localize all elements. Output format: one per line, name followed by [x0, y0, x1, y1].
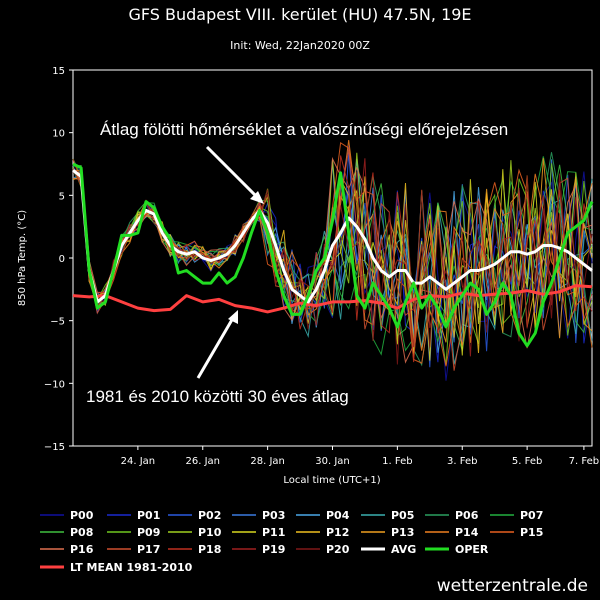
x-axis-label: Local time (UTC+1): [283, 475, 380, 486]
x-tick-label: 24. Jan: [121, 456, 156, 467]
x-axis: 24. Jan 26. Jan 28. Jan 30. Jan 1. Feb 3. Feb…: [121, 446, 599, 467]
legend-label: P02: [198, 509, 221, 522]
x-tick-label: 5. Feb: [512, 456, 542, 467]
legend-label: P13: [391, 526, 414, 539]
y-axis: 15 10 5 0 −5 −10 −15: [44, 66, 73, 453]
arrow-down-icon: [205, 145, 264, 204]
legend-label: P07: [520, 509, 543, 522]
legend-label: P05: [391, 509, 414, 522]
legend-label: P06: [455, 509, 479, 522]
series-line-avg: [72, 169, 593, 304]
legend: P00 P01 P02 P03 P04 P05 P06 P07 P08 P09 P10 P11 P12 P…: [40, 509, 543, 574]
legend-label: P17: [137, 543, 160, 556]
x-tick-label: 3. Feb: [447, 456, 477, 467]
y-tick-label: −5: [50, 317, 65, 328]
y-tick-label: 15: [52, 66, 65, 77]
arrow-up-icon: [196, 310, 238, 379]
legend-label: P20: [326, 543, 350, 556]
chart-subtitle: Init: Wed, 22Jan2020 00Z: [230, 39, 370, 52]
legend-label: P12: [326, 526, 349, 539]
legend-label: P08: [70, 526, 93, 539]
y-axis-label: 850 hPa Temp. (°C): [17, 210, 28, 306]
ensemble-line-p16: [72, 156, 593, 364]
x-tick-label: 28. Jan: [250, 456, 285, 467]
x-tick-label: 26. Jan: [186, 456, 221, 467]
legend-label: AVG: [391, 543, 416, 556]
legend-label: P03: [262, 509, 285, 522]
legend-label: P19: [262, 543, 285, 556]
legend-label: P09: [137, 526, 160, 539]
legend-label: P18: [198, 543, 221, 556]
legend-label: P11: [262, 526, 285, 539]
annotation-long-term-mean: 1981 és 2010 közötti 30 éves átlag: [86, 387, 349, 406]
chart-title: GFS Budapest VIII. kerület (HU) 47.5N, 1…: [128, 5, 472, 24]
series-line-oper: [72, 162, 594, 348]
legend-label: OPER: [455, 543, 489, 556]
legend-label: LT MEAN 1981-2010: [70, 561, 193, 574]
legend-label: P16: [70, 543, 94, 556]
legend-label: P04: [326, 509, 350, 522]
legend-label: P14: [455, 526, 479, 539]
legend-label: P01: [137, 509, 160, 522]
legend-label: P10: [198, 526, 222, 539]
x-tick-label: 30. Jan: [315, 456, 350, 467]
y-tick-label: 10: [52, 129, 65, 140]
x-tick-label: 7. Feb: [569, 456, 599, 467]
x-tick-label: 1. Feb: [382, 456, 412, 467]
main-lines: [72, 162, 594, 348]
y-tick-label: 0: [59, 254, 65, 265]
annotation-above-average: Átlag fölötti hőmérséklet a valószínűség…: [100, 120, 508, 139]
y-tick-label: 5: [59, 191, 65, 202]
y-tick-label: −10: [44, 379, 65, 390]
series-line-ltmean: [72, 284, 593, 314]
legend-label: P00: [70, 509, 94, 522]
y-tick-label: −15: [44, 442, 65, 453]
watermark: wetterzentrale.de: [436, 576, 588, 596]
legend-label: P15: [520, 526, 543, 539]
